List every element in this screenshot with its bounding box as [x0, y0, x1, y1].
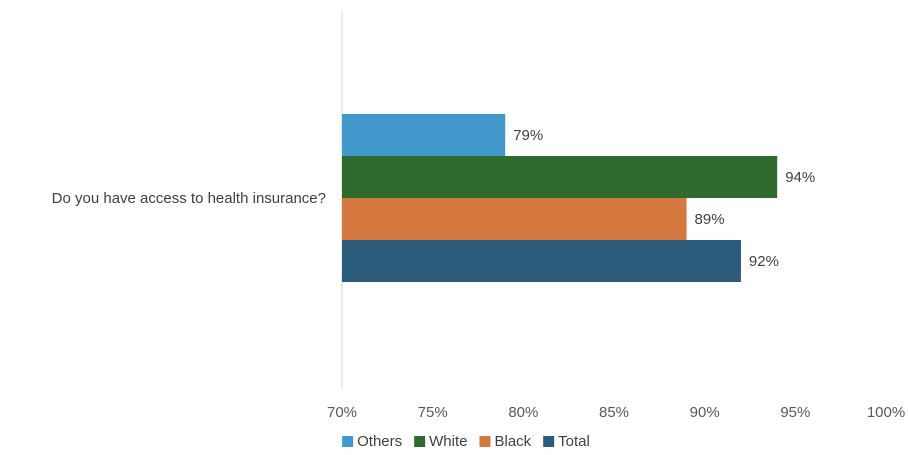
legend-swatch-others — [342, 436, 354, 447]
x-tick-label: 95% — [780, 404, 810, 421]
x-tick-label: 85% — [599, 404, 629, 421]
legend-swatch-white — [414, 436, 426, 447]
data-label-total: 92% — [749, 253, 779, 270]
data-labels-group: 79% 94% 89% 92% — [513, 127, 815, 270]
x-tick-label: 100% — [867, 404, 905, 421]
legend-item-black: Black — [479, 433, 532, 450]
bar-total — [342, 240, 741, 282]
bar-white — [342, 156, 778, 198]
bars-group — [342, 114, 778, 282]
data-label-others: 79% — [513, 127, 543, 144]
legend-swatch-total — [543, 436, 555, 447]
category-label: Do you have access to health insurance? — [52, 190, 326, 207]
data-label-white: 94% — [785, 169, 815, 186]
legend: Others White Black Total — [342, 433, 590, 450]
bar-others — [342, 114, 506, 156]
legend-label-total: Total — [558, 433, 590, 450]
data-label-black: 89% — [695, 211, 725, 228]
legend-label-white: White — [429, 433, 467, 450]
x-axis-ticks: 70% 75% 80% 85% 90% 95% 100% — [327, 404, 905, 421]
bar-black — [342, 198, 687, 240]
x-tick-label: 90% — [690, 404, 720, 421]
x-tick-label: 75% — [418, 404, 448, 421]
x-tick-label: 80% — [508, 404, 538, 421]
legend-item-white: White — [414, 433, 467, 450]
legend-label-others: Others — [357, 433, 402, 450]
legend-label-black: Black — [494, 433, 531, 450]
x-tick-label: 70% — [327, 404, 357, 421]
legend-swatch-black — [479, 436, 491, 447]
legend-item-others: Others — [342, 433, 402, 450]
legend-item-total: Total — [543, 433, 590, 450]
